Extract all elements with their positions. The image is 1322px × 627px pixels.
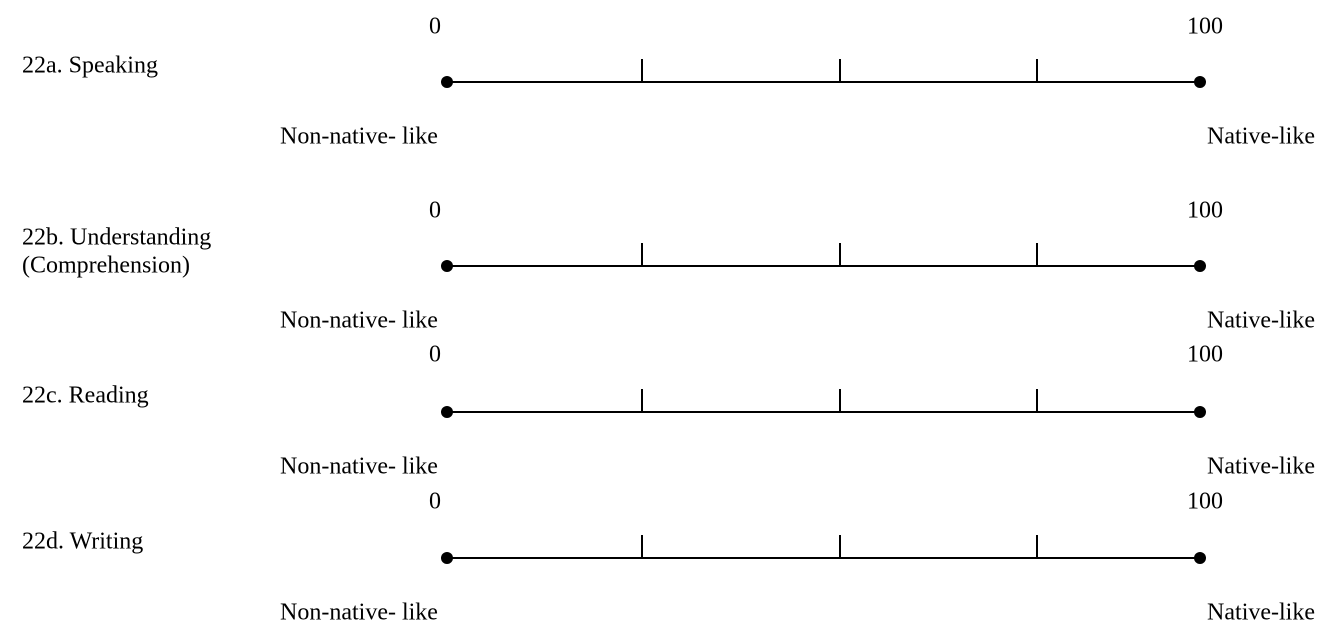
scale-max: 100 (1187, 489, 1223, 515)
item-label: 22d. Writing (22, 529, 143, 555)
scale-min: 0 (429, 342, 441, 368)
right-anchor: Native-like (1207, 308, 1315, 334)
left-anchor: Non-native- like (280, 308, 438, 334)
scale-min: 0 (429, 198, 441, 224)
right-anchor: Native-like (1207, 600, 1315, 626)
scale-min: 0 (429, 489, 441, 515)
item-label: 22b. Understanding (22, 225, 211, 251)
scale-max: 100 (1187, 14, 1223, 40)
right-anchor: Native-like (1207, 454, 1315, 480)
left-anchor: Non-native- like (280, 454, 438, 480)
scale-end (441, 76, 453, 88)
scale-end (441, 260, 453, 272)
scale-max: 100 (1187, 198, 1223, 224)
left-anchor: Non-native- like (280, 600, 438, 626)
scale-end (1194, 260, 1206, 272)
scale-end (1194, 552, 1206, 564)
scale-end (1194, 76, 1206, 88)
item-label: (Comprehension) (22, 253, 190, 279)
left-anchor: Non-native- like (280, 124, 438, 150)
right-anchor: Native-like (1207, 124, 1315, 150)
scale-max: 100 (1187, 342, 1223, 368)
scale-end (441, 552, 453, 564)
scale-min: 0 (429, 14, 441, 40)
scale-end (441, 406, 453, 418)
item-label: 22a. Speaking (22, 53, 158, 79)
scale-end (1194, 406, 1206, 418)
item-label: 22c. Reading (22, 383, 149, 409)
